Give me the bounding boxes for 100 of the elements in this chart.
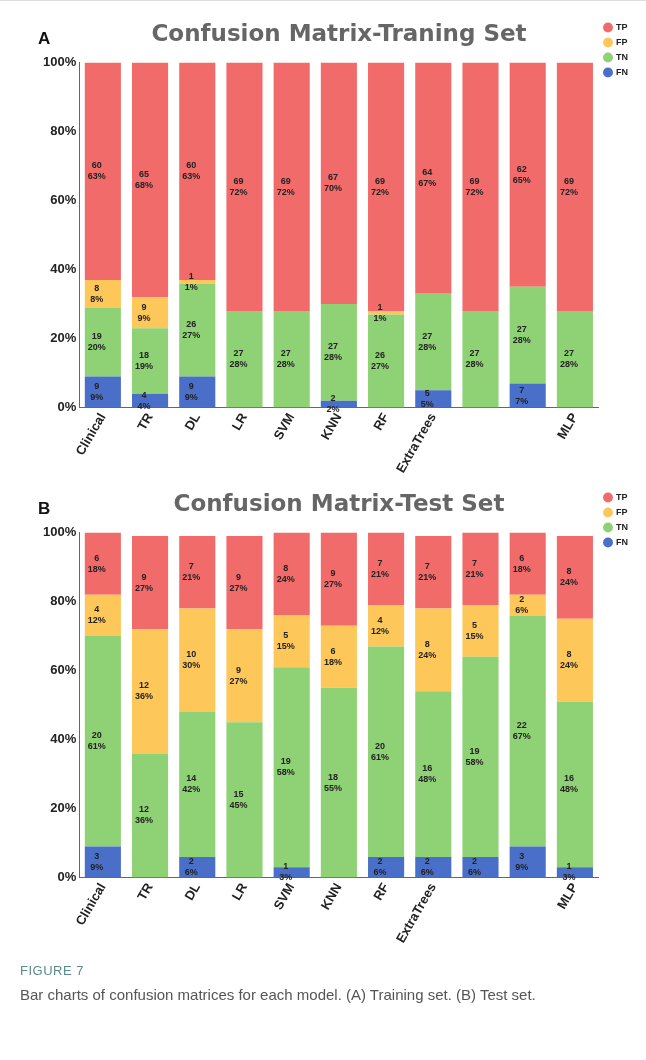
data-label: 6 18% <box>323 645 342 667</box>
data-label: 4 12% <box>371 614 390 636</box>
bar <box>132 753 169 878</box>
legend-label: TN <box>616 51 628 62</box>
y-tick-label: 20% <box>50 330 77 346</box>
data-label: 1 1% <box>373 301 387 323</box>
y-tick-label: 40% <box>50 261 77 277</box>
y-tick-label: 0% <box>57 869 77 885</box>
chart-title: Confusion Matrix-Traning Set <box>151 19 527 46</box>
legend-label: TP <box>616 491 628 502</box>
data-label: 20 61% <box>371 740 390 762</box>
y-tick-label: 20% <box>50 800 77 816</box>
data-label: 9 27% <box>229 664 248 686</box>
y-tick-label: 0% <box>57 399 77 415</box>
data-label: 3 9% <box>515 851 529 873</box>
bar <box>226 629 263 723</box>
bar <box>509 532 546 595</box>
y-tick-label: 100% <box>43 524 77 540</box>
legend-label: FN <box>616 536 628 547</box>
data-label: 60 63% <box>87 160 106 182</box>
bar <box>84 62 121 280</box>
data-label: 6 18% <box>87 552 106 574</box>
bar <box>320 532 357 626</box>
y-tick-label: 80% <box>50 123 77 139</box>
data-label: 18 19% <box>135 350 154 372</box>
data-label: 12 36% <box>135 680 154 702</box>
data-label: 67 70% <box>323 172 342 194</box>
x-tick-label: LR <box>228 879 251 903</box>
bar <box>226 311 263 408</box>
bar <box>556 618 593 702</box>
bar <box>84 279 121 308</box>
data-label: 9 27% <box>323 568 342 590</box>
data-label: 2 6% <box>373 856 387 878</box>
bar <box>320 304 357 401</box>
legend-label: FN <box>616 66 628 77</box>
data-label: 27 28% <box>418 331 437 353</box>
data-label: 27 28% <box>276 348 295 370</box>
legend-label: FP <box>616 506 628 517</box>
data-label: 60 63% <box>182 160 201 182</box>
bar <box>132 536 169 630</box>
bar <box>320 62 357 305</box>
data-label: 22 67% <box>512 719 531 741</box>
data-label: 27 28% <box>465 348 484 370</box>
bar <box>179 608 216 713</box>
legend-label: FP <box>616 36 628 47</box>
data-label: 3 9% <box>90 851 104 873</box>
y-tick-label: 60% <box>50 662 77 678</box>
data-label: 19 20% <box>87 331 106 353</box>
data-label: 12 36% <box>135 804 154 826</box>
data-label: 2 6% <box>420 856 434 878</box>
data-label: 27 28% <box>559 348 578 370</box>
bar <box>509 615 546 847</box>
y-tick-label: 80% <box>50 593 77 609</box>
text: B <box>38 499 51 519</box>
data-label: 16 48% <box>418 763 437 785</box>
data-label: 27 28% <box>229 348 248 370</box>
bar <box>509 383 546 408</box>
data-label: 69 72% <box>371 175 390 197</box>
data-label: 64 67% <box>418 167 437 189</box>
bar <box>132 297 169 329</box>
y-tick-label: 40% <box>50 731 77 747</box>
bar <box>368 314 405 408</box>
data-label: 2 6% <box>184 856 198 878</box>
data-label: 6 18% <box>512 552 531 574</box>
bar <box>273 667 310 868</box>
bar <box>132 328 169 394</box>
data-label: 1 1% <box>184 270 198 292</box>
caption: FIGURE 7 <box>19 962 85 980</box>
bar <box>132 629 169 754</box>
legend-label: TP <box>616 21 628 32</box>
data-label: 8 24% <box>418 638 437 660</box>
x-tick-label: DL <box>181 410 203 433</box>
chart-title: Confusion Matrix-Test Set <box>173 489 505 516</box>
bar <box>179 62 216 280</box>
data-label: 9 9% <box>184 381 198 403</box>
data-label: 7 21% <box>418 561 437 583</box>
bar <box>179 712 216 857</box>
data-label: 26 27% <box>182 318 201 340</box>
bar <box>415 608 452 692</box>
bar <box>320 687 357 878</box>
bar <box>509 62 546 287</box>
x-tick-label: RF <box>370 410 392 433</box>
data-label: 9 9% <box>90 381 104 403</box>
data-label: 8 24% <box>276 562 295 584</box>
data-label: 8 24% <box>559 566 578 588</box>
data-label: 27 28% <box>323 341 342 363</box>
data-label: 7 21% <box>371 557 390 579</box>
legend-label: TN <box>616 521 628 532</box>
data-label: 4 12% <box>87 604 106 626</box>
data-label: 5 15% <box>465 619 484 641</box>
bar <box>368 532 405 606</box>
bar <box>273 532 310 616</box>
bar <box>84 532 121 595</box>
bar <box>462 656 499 857</box>
data-label: 19 58% <box>276 756 295 778</box>
bar <box>226 62 263 312</box>
data-label: 10 30% <box>182 649 201 671</box>
bar <box>84 594 121 637</box>
bar <box>462 605 499 657</box>
bar <box>556 701 593 868</box>
